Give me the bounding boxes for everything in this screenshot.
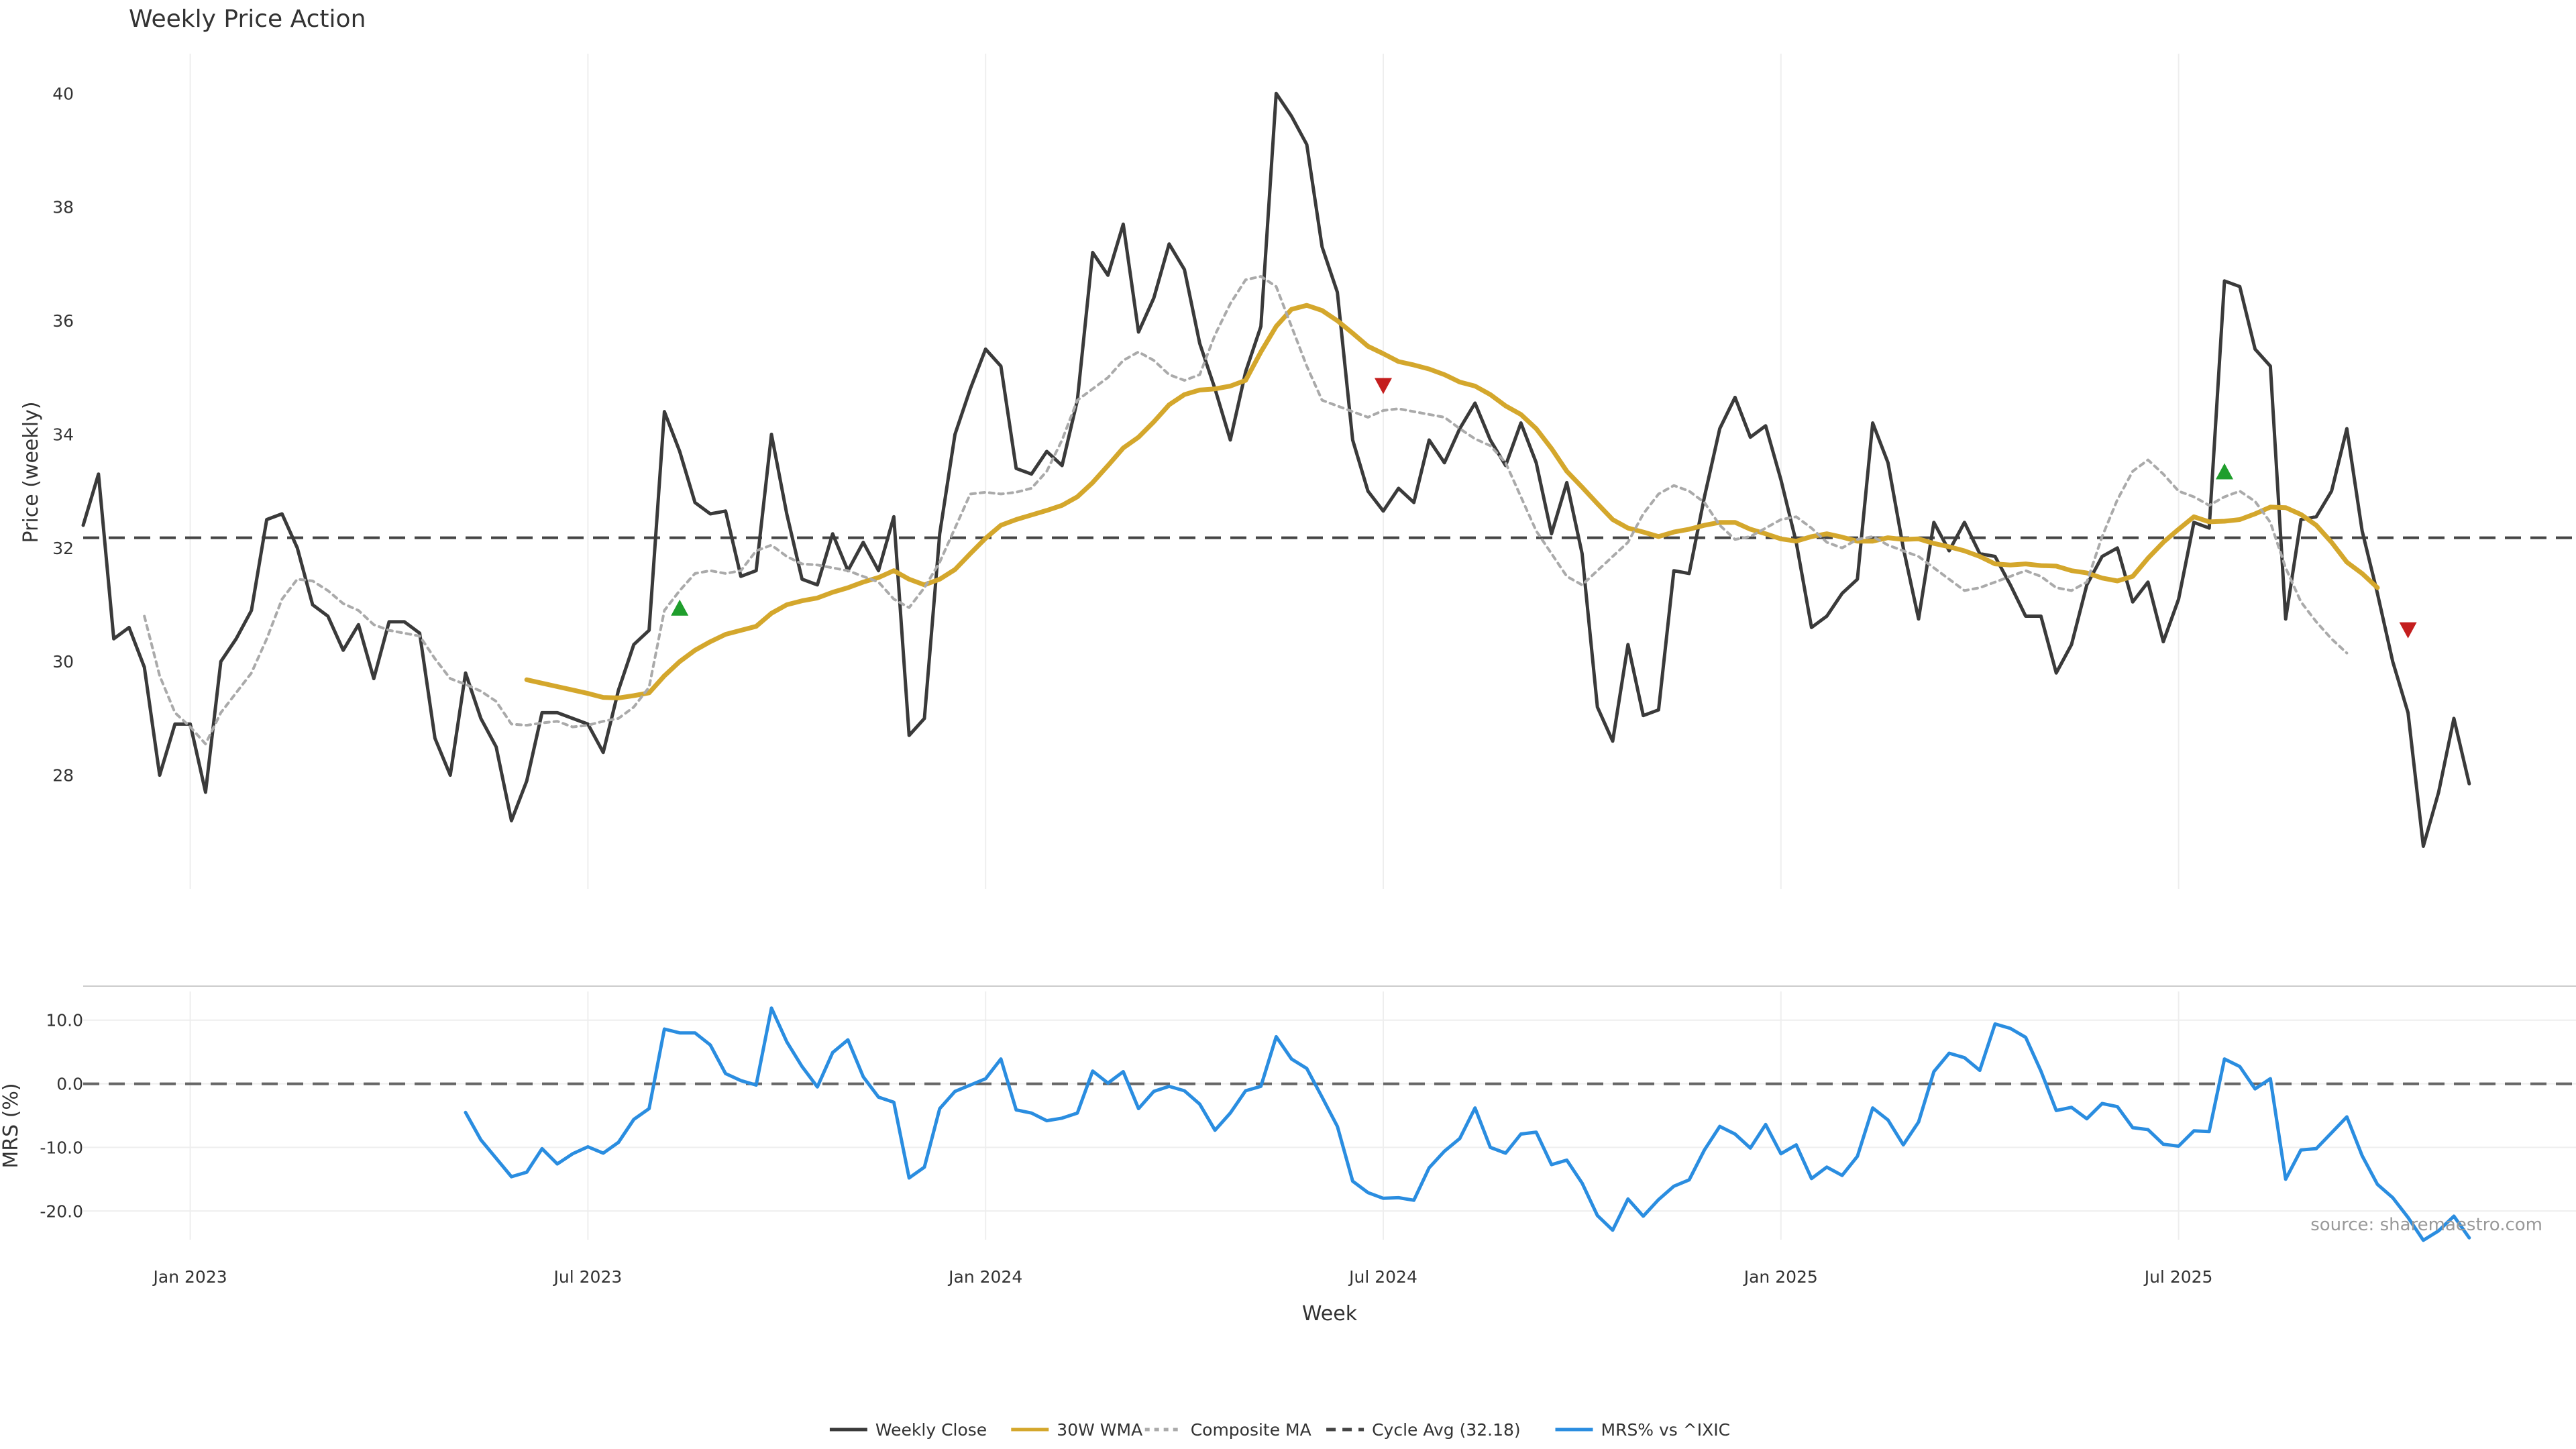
source-note: source: sharemaestro.com (2310, 1215, 2542, 1235)
price-y-tick-label: 32 (52, 539, 74, 558)
legend: Weekly Close 30W WMA Composite MA Cycle Avg… (829, 1420, 1731, 1440)
x-tick-label-jul-2023: Jul 2023 (553, 1267, 623, 1287)
price-y-tick-label: 28 (52, 766, 74, 786)
x-axis-title: Week (1302, 1302, 1358, 1326)
mrs-panel: MRS (%) 10.0 0.0 -10.0 -20.0 (0, 1006, 2576, 1242)
x-tick-label-jan-2024: Jan 2024 (947, 1267, 1022, 1287)
legend-label-weekly-close: Weekly Close (875, 1420, 987, 1440)
price-y-tick-label: 30 (52, 652, 74, 672)
sell-signal-marker (2399, 622, 2417, 639)
price-y-tick-label: 34 (52, 425, 74, 444)
mrs-y-tick-label: 0.0 (56, 1075, 83, 1094)
price-axis-title: Price (weekly) (19, 401, 43, 543)
mrs-y-tick-label: 10.0 (46, 1011, 83, 1030)
buy-signal-marker (2216, 463, 2233, 480)
mrs-series (83, 1006, 2576, 1242)
legend-label-composite-ma: Composite MA (1191, 1420, 1311, 1440)
x-tick-label-jul-2025: Jul 2025 (2143, 1267, 2213, 1287)
price-y-tick-label: 38 (52, 198, 74, 217)
sell-signal-marker (1375, 378, 1392, 394)
price-y-tick-label: 40 (52, 84, 74, 103)
series-line-mrs-vs-ixic (464, 1006, 2471, 1242)
mrs-y-tick-label: -10.0 (40, 1138, 83, 1157)
price-y-axis: 28 30 32 34 36 38 40 (52, 84, 74, 785)
x-tick-label-jul-2024: Jul 2024 (1348, 1267, 1417, 1287)
price-series (81, 91, 2576, 848)
chart-title: Weekly Price Action (129, 5, 366, 33)
legend-label-mrs-vs-ixic: MRS% vs ^IXIC (1601, 1420, 1731, 1440)
series-line-30w-wma (524, 303, 2380, 700)
mrs-y-tick-label: -20.0 (40, 1201, 83, 1221)
signal-markers (671, 378, 2417, 639)
mrs-axis-title: MRS (%) (0, 1083, 23, 1168)
price-y-tick-label: 36 (52, 311, 74, 331)
x-tick-label-jan-2023: Jan 2023 (152, 1267, 227, 1287)
series-line-composite-ma (143, 275, 2349, 745)
x-axis: Jan 2023 Jul 2023 Jan 2024 Jul 2024 Jan 2025… (152, 1267, 2213, 1287)
series-line-weekly-close (81, 91, 2471, 848)
x-tick-label-jan-2025: Jan 2025 (1743, 1267, 1818, 1287)
mrs-y-axis: 10.0 0.0 -10.0 -20.0 (40, 1011, 83, 1222)
price-panel: Price (weekly) 28 30 32 34 36 38 40 (19, 84, 2576, 848)
buy-signal-marker (671, 599, 689, 616)
legend-label-30w-wma: 30W WMA (1057, 1420, 1142, 1440)
legend-label-cycle-avg-32-18: Cycle Avg (32.18) (1372, 1420, 1521, 1440)
